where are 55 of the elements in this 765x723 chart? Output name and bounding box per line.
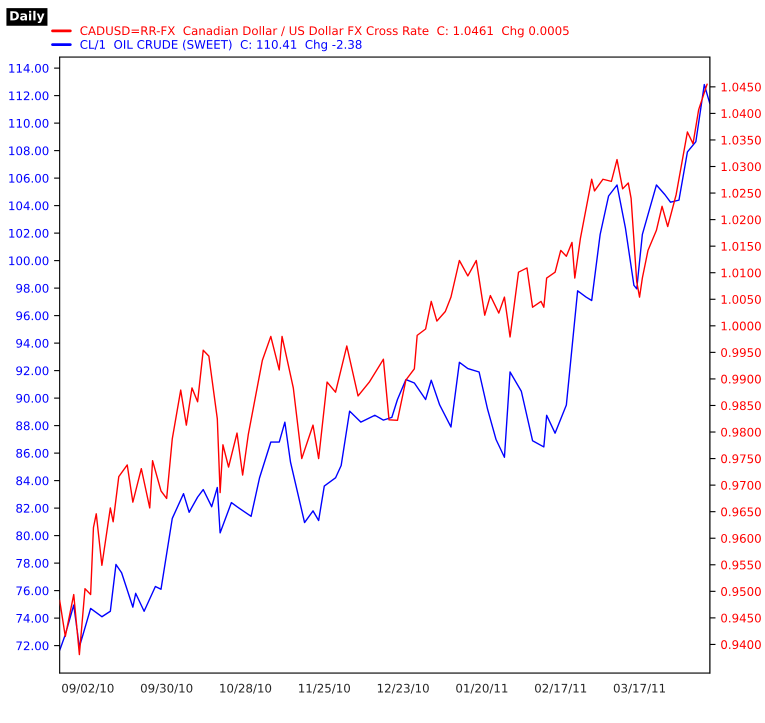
y2-tick-label: 1.0200 xyxy=(722,215,761,224)
y2-tick-label: 1.0100 xyxy=(722,268,761,278)
x-tick-label: 09/30/10 xyxy=(140,684,192,694)
y-tick-label: 92.00 xyxy=(16,366,48,376)
y-tick-label: 112.00 xyxy=(9,91,48,100)
y-tick-label: 102.00 xyxy=(9,228,48,238)
x-tick-label: 09/02/10 xyxy=(62,684,114,694)
x-tick-label: 03/17/11 xyxy=(614,684,665,694)
y-tick-label: 104.00 xyxy=(9,201,48,210)
y2-tick-label: 0.9600 xyxy=(721,534,761,543)
y2-tick-label: 0.9800 xyxy=(721,428,761,437)
y-tick-label: 86.00 xyxy=(16,448,48,458)
x-tick-label: 11/25/10 xyxy=(299,684,350,694)
y2-tick-label: 1.0300 xyxy=(722,162,761,172)
y2-tick-label: 0.9400 xyxy=(721,640,761,650)
y2-tick-label: 0.9550 xyxy=(721,560,761,570)
y2-tick-label: 1.0400 xyxy=(722,109,761,118)
y2-tick-label: 1.0250 xyxy=(722,188,761,198)
legend-label: CADUSD=RR-FX Canadian Dollar / US Dollar FX Cross Rate C: 1.0461 Chg 0.0005 xyxy=(80,26,569,38)
y-tick-label: 108.00 xyxy=(9,146,48,156)
y2-tick-label: 1.0000 xyxy=(722,322,761,330)
y2-tick-label: 0.9700 xyxy=(721,480,761,490)
y-tick-label: 98.00 xyxy=(16,284,48,293)
y2-tick-label: 0.9500 xyxy=(721,587,761,596)
y-tick-label: 74.00 xyxy=(16,614,48,623)
y-tick-label: 100.00 xyxy=(9,256,48,266)
y-tick-label: 90.00 xyxy=(16,394,48,403)
y2-tick-label: 0.9950 xyxy=(721,348,761,358)
y2-tick-label: 0.9900 xyxy=(721,374,761,384)
y-tick-label: 106.00 xyxy=(9,174,48,183)
y-tick-label: 110.00 xyxy=(9,118,48,128)
x-tick-label: 01/20/11 xyxy=(456,684,508,694)
x-tick-label: 10/28/10 xyxy=(220,684,272,694)
y-tick-label: 78.00 xyxy=(16,558,48,568)
y-tick-label: 114.00 xyxy=(9,64,48,73)
legend-label: CL/1 OIL CRUDE (SWEET) C: 110.41 Chg -2.38 xyxy=(80,40,362,52)
y2-tick-label: 0.9650 xyxy=(721,507,761,516)
y-tick-label: 96.00 xyxy=(16,311,48,320)
y-tick-label: 88.00 xyxy=(16,421,48,430)
y-tick-label: 84.00 xyxy=(16,476,48,486)
y-tick-label: 76.00 xyxy=(16,586,48,596)
chart-title: Daily xyxy=(10,10,44,24)
y2-tick-label: 1.0050 xyxy=(722,294,761,304)
y-tick-label: 72.00 xyxy=(16,641,48,650)
y2-tick-label: 1.0350 xyxy=(722,136,761,145)
x-tick-label: 02/17/11 xyxy=(534,684,586,694)
y2-tick-label: 0.9450 xyxy=(721,614,761,623)
y-tick-label: 80.00 xyxy=(16,531,48,540)
y2-tick-label: 0.9750 xyxy=(721,454,761,464)
x-tick-label: 12/23/10 xyxy=(378,684,429,694)
y2-tick-label: 1.0450 xyxy=(722,82,761,92)
y2-tick-label: 1.0150 xyxy=(722,242,761,251)
y-tick-label: 94.00 xyxy=(16,338,48,348)
y-tick-label: 82.00 xyxy=(16,504,48,513)
y2-tick-label: 0.9850 xyxy=(721,401,761,410)
